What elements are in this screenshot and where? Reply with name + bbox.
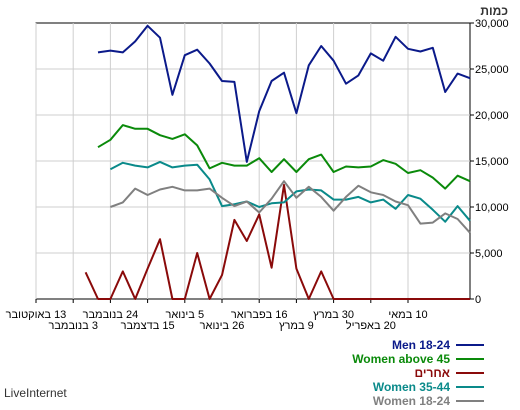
legend-label: Women above 45 xyxy=(352,352,450,366)
y-tick-label: 25,000 xyxy=(475,64,509,76)
legend-label: Men 18-24 xyxy=(392,338,450,352)
y-tick-label: 5,000 xyxy=(475,248,503,260)
brand-logo-text: LiveInternet xyxy=(4,386,67,400)
series-line-2 xyxy=(84,183,470,300)
series-line-3 xyxy=(109,160,471,223)
x-tick-label: 10 במאי xyxy=(388,309,427,321)
x-tick-label: 9 במרץ xyxy=(279,320,314,332)
x-tick-label: 15 בדצמבר xyxy=(121,320,175,332)
x-tick-label: 24 בנובמבר xyxy=(83,309,139,321)
series-line-4 xyxy=(110,180,471,234)
x-tick-label: 3 בנובמבר xyxy=(48,320,98,332)
grid xyxy=(35,23,470,299)
y-tick-label: 10,000 xyxy=(475,202,509,214)
series-lines xyxy=(84,24,471,300)
legend-label: אחרים xyxy=(414,366,450,380)
x-tick-label: 20 באפריל xyxy=(346,319,396,332)
y-tick-labels: 0 5,000 10,000 15,000 20,000 25,000 30,000 xyxy=(470,18,509,306)
y-tick-label: 30,000 xyxy=(475,18,509,30)
y-tick-label: 20,000 xyxy=(475,110,509,122)
x-tick-label: 26 בינואר xyxy=(200,320,245,332)
x-tick-label: 13 באוקטובר xyxy=(6,309,67,321)
series-line-1 xyxy=(97,124,471,190)
legend-label: Women 18-24 xyxy=(373,394,450,405)
series-line-0 xyxy=(97,24,471,163)
legend-label: Women 35-44 xyxy=(373,380,450,394)
x-tick-label: 5 בינואר xyxy=(166,309,205,321)
y-axis-label: כמות xyxy=(480,4,508,18)
y-tick-label: 15,000 xyxy=(475,156,509,168)
x-tick-label: 16 בפברואר xyxy=(231,309,288,321)
y-tick-label: 0 xyxy=(475,294,481,306)
x-tick-label: 30 במרץ xyxy=(313,309,354,321)
